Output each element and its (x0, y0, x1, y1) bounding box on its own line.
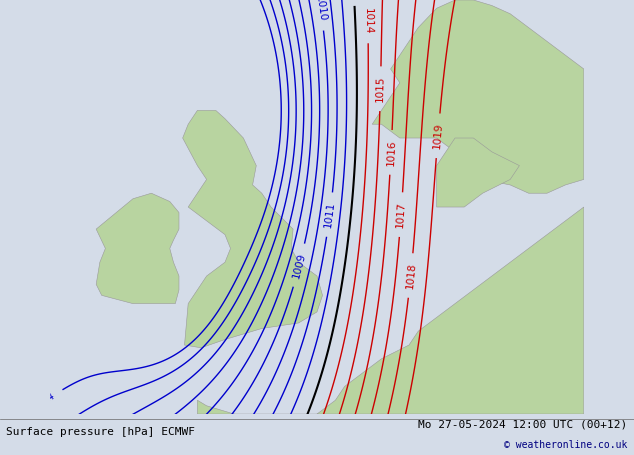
Text: 1015: 1015 (375, 76, 385, 102)
Polygon shape (372, 0, 584, 193)
Text: 1006: 1006 (74, 432, 101, 455)
Polygon shape (437, 138, 519, 207)
Text: 1011: 1011 (323, 201, 337, 228)
Text: 1007: 1007 (140, 418, 167, 442)
Text: Mo 27-05-2024 12:00 UTC (00+12): Mo 27-05-2024 12:00 UTC (00+12) (418, 420, 628, 430)
Text: 1014: 1014 (363, 8, 373, 34)
Text: 1017: 1017 (395, 201, 407, 228)
Polygon shape (96, 193, 179, 303)
Text: 1019: 1019 (432, 122, 444, 149)
Text: 1018: 1018 (404, 262, 417, 289)
Text: Surface pressure [hPa] ECMWF: Surface pressure [hPa] ECMWF (6, 427, 195, 437)
Polygon shape (197, 207, 584, 442)
Text: 1004: 1004 (30, 390, 58, 413)
Text: 1010: 1010 (314, 0, 327, 22)
Polygon shape (183, 111, 323, 348)
Text: 1016: 1016 (385, 139, 397, 166)
Text: 1009: 1009 (291, 251, 307, 279)
Text: © weatheronline.co.uk: © weatheronline.co.uk (504, 440, 628, 450)
Text: 1005: 1005 (7, 442, 34, 455)
